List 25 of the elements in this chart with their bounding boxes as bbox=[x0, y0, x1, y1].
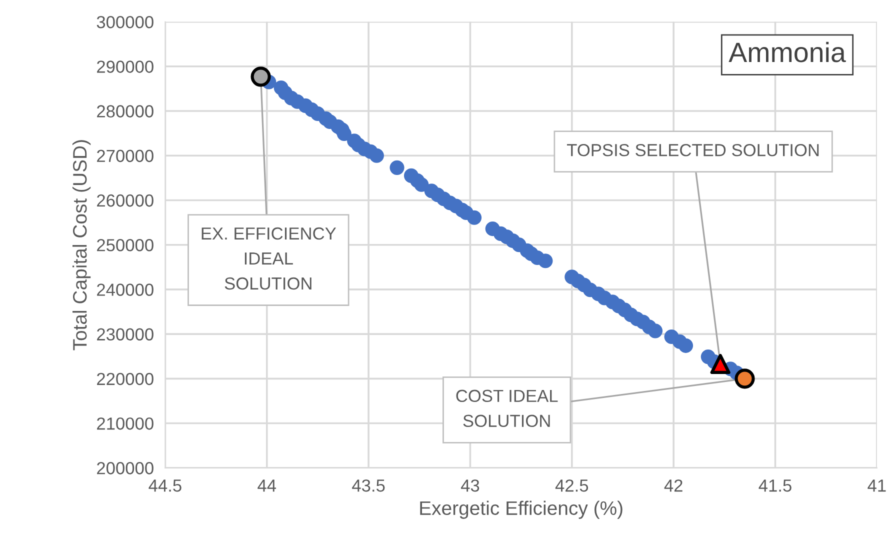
y-tick-label: 240000 bbox=[97, 284, 154, 296]
y-tick-label: 230000 bbox=[97, 328, 154, 341]
y-tick-label: 290000 bbox=[97, 60, 154, 73]
y-tick-label: 220000 bbox=[97, 372, 154, 386]
annotation: COST IDEAL SOLUTION bbox=[456, 390, 558, 428]
y-tick-label: 300000 bbox=[96, 16, 154, 28]
x-tick-label: 41 bbox=[868, 480, 886, 492]
x-tick-label: 42.5 bbox=[555, 479, 588, 492]
x-tick-label: 42 bbox=[664, 479, 682, 492]
y-tick-label: 200000 bbox=[97, 462, 154, 474]
x-axis-title: Exergetic Efficiency (%) bbox=[420, 500, 622, 519]
annotation: EX. EFFICIENCY IDEAL SOLUTION bbox=[202, 227, 336, 290]
x-tick-label: 41.5 bbox=[758, 480, 792, 492]
y-tick-label: 280000 bbox=[97, 105, 154, 118]
y-tick-label: 250000 bbox=[97, 239, 154, 252]
x-tick-label: 43.5 bbox=[352, 479, 385, 492]
y-tick-label: 210000 bbox=[97, 417, 154, 430]
y-tick-label: 270000 bbox=[97, 150, 154, 162]
x-tick-label: 43 bbox=[460, 479, 480, 492]
x-tick-label: 44 bbox=[258, 480, 276, 492]
annotation: TOPSIS SELECTED SOLUTION bbox=[566, 144, 819, 156]
annotation: Ammonia bbox=[728, 42, 846, 62]
x-tick-label: 44.5 bbox=[148, 480, 182, 492]
y-tick-label: 260000 bbox=[97, 194, 154, 207]
y-axis-title: Total Capital Cost (USD) bbox=[72, 140, 91, 350]
